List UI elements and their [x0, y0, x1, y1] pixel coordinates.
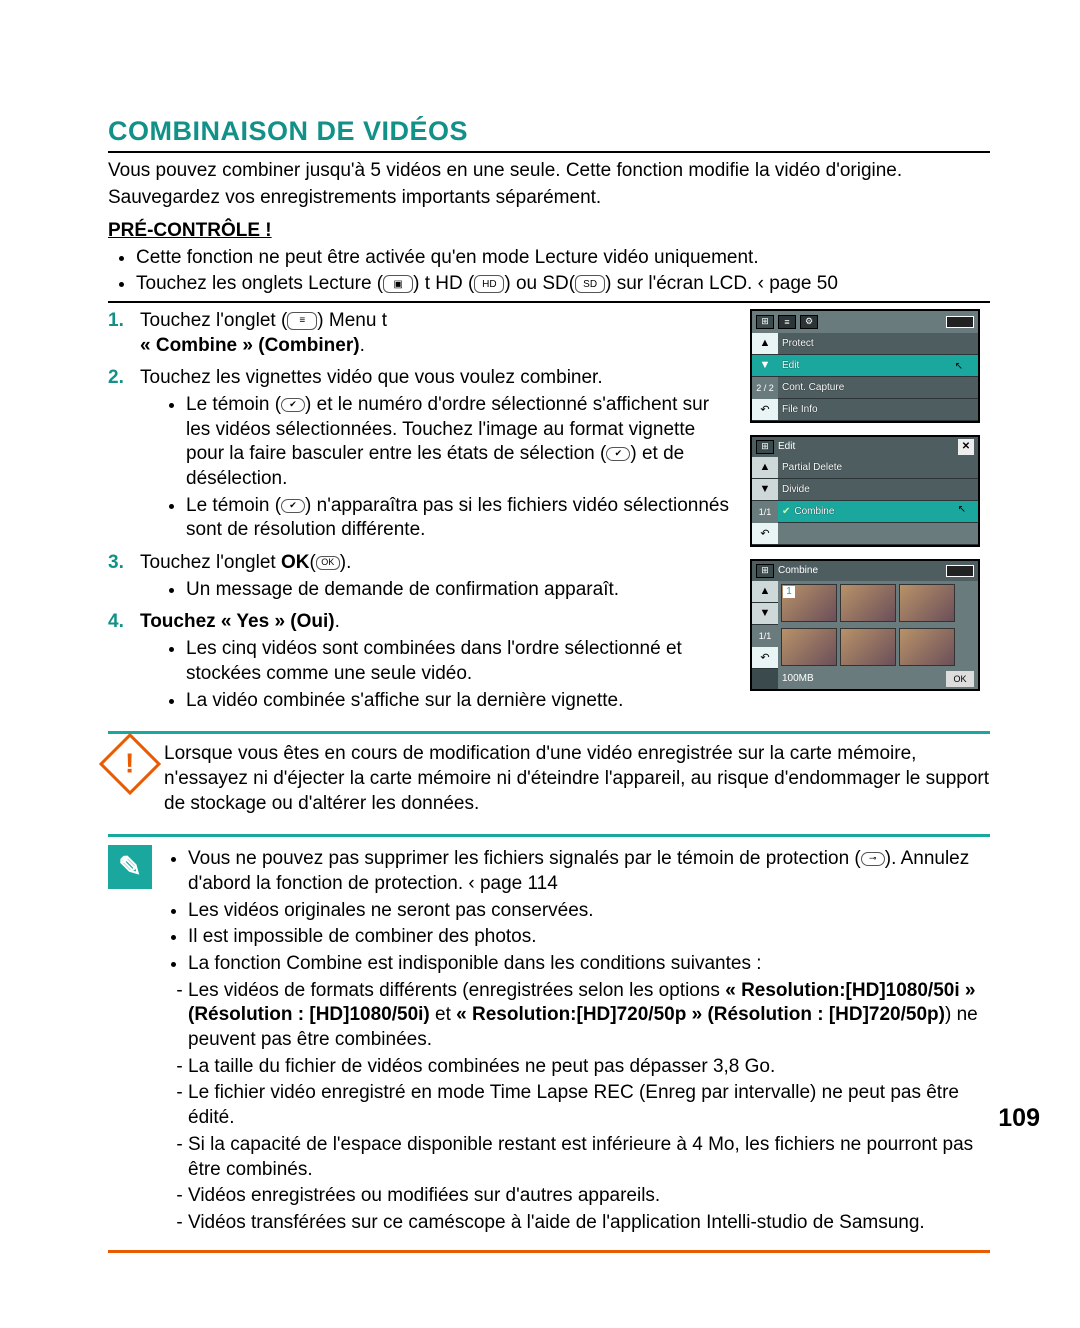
menu-item-divide[interactable]: Divide — [778, 479, 978, 501]
info-subitem: Le fichier vidéo enregistré en mode Time… — [188, 1081, 990, 1130]
battery-icon — [946, 565, 974, 577]
up-button[interactable]: ▲ — [752, 333, 778, 355]
info-icon: ✎ — [108, 845, 152, 889]
key-icon: ⊸ — [861, 852, 885, 866]
pointer-hand-icon: ↖ — [958, 504, 966, 515]
info-list: Vous ne pouvez pas supprimer les fichier… — [164, 845, 990, 1237]
check-icon: ✔ — [606, 447, 630, 461]
precheck-item: Cette fonction ne peut être activée qu'e… — [136, 246, 990, 271]
video-thumb[interactable] — [840, 584, 896, 622]
up-button[interactable]: ▲ — [752, 457, 778, 479]
gear-icon: ⚙ — [800, 315, 818, 329]
sd-icon: SD — [575, 275, 605, 293]
step4-dot: La vidéo combinée s'affiche sur la derni… — [186, 689, 738, 714]
step2-dot: Le témoin (✔) n'apparaîtra pas si les fi… — [186, 494, 738, 543]
back-button[interactable]: ↶ — [752, 523, 778, 545]
step2-dot: Le témoin (✔) et le numéro d'ordre sélec… — [186, 393, 738, 492]
step-4: Touchez « Yes » (Oui). Les cinq vidéos s… — [108, 610, 738, 713]
storage-label: 100MB — [782, 673, 814, 684]
down-button[interactable]: ▼ — [752, 355, 778, 377]
mode-icon: ⊞ — [756, 564, 774, 578]
info-item: Les vidéos originales ne seront pas cons… — [188, 899, 990, 924]
play-tab-icon: ▣ — [383, 275, 413, 293]
up-button[interactable]: ▲ — [752, 581, 778, 603]
video-thumb[interactable] — [899, 628, 955, 666]
check-icon: ✔ — [281, 398, 305, 412]
step-3: Touchez l'onglet OK(OK). Un message de d… — [108, 551, 738, 602]
video-thumb[interactable] — [899, 584, 955, 622]
info-subitem: Vidéos enregistrées ou modifiées sur d'a… — [188, 1184, 990, 1209]
menu-item-protect[interactable]: Protect — [778, 333, 978, 355]
info-item: Il est impossible de combiner des photos… — [188, 925, 990, 950]
step-1: Touchez l'onglet (≡) Menu t « Combine » … — [108, 309, 738, 358]
lcd-screenshot-edit: ⊞ Edit ✕ ▲ ▼ 1/1 ↶ Partial Delete Divide… — [750, 435, 980, 547]
down-button[interactable]: ▼ — [752, 603, 778, 625]
video-thumb[interactable]: 1 — [781, 584, 837, 622]
down-button[interactable]: ▼ — [752, 479, 778, 501]
close-button[interactable]: ✕ — [958, 439, 974, 455]
menu-item-combine[interactable]: ✔ Combine — [778, 501, 978, 523]
precheck-heading: PRÉ-CONTRÔLE ! — [108, 220, 990, 242]
back-button[interactable]: ↶ — [752, 399, 778, 421]
steps-list: Touchez l'onglet (≡) Menu t « Combine » … — [108, 309, 738, 713]
menu-item-file-info[interactable]: File Info — [778, 399, 978, 421]
ok-button[interactable]: OK — [946, 671, 974, 687]
menu-item-cont-capture[interactable]: Cont. Capture — [778, 377, 978, 399]
step4-dot: Les cinq vidéos sont combinées dans l'or… — [186, 637, 738, 686]
warning-icon: ! — [99, 733, 161, 795]
info-item: La fonction Combine est indisponible dan… — [188, 952, 990, 977]
precheck-list: Cette fonction ne peut être activée qu'e… — [108, 246, 990, 297]
pointer-hand-icon: ↖ — [955, 361, 963, 372]
info-subitem: La taille du fichier de vidéos combinées… — [188, 1055, 990, 1080]
ok-icon: OK — [316, 556, 340, 570]
precheck-item: Touchez les onglets Lecture (▣) t HD (HD… — [136, 272, 990, 297]
warning-text: Lorsque vous êtes en cours de modificati… — [164, 742, 990, 816]
info-subitem: Vidéos transférées sur ce caméscope à l'… — [188, 1211, 990, 1236]
page-title: COMBINAISON DE VIDÉOS — [108, 116, 990, 153]
menu-tab-icon: ≡ — [287, 312, 317, 330]
check-icon: ✔ — [281, 499, 305, 513]
video-thumb[interactable] — [781, 628, 837, 666]
intro-line-1: Vous pouvez combiner jusqu'à 5 vidéos en… — [108, 159, 990, 183]
info-subitem: Les vidéos de formats différents (enregi… — [188, 979, 990, 1053]
video-thumb[interactable] — [840, 628, 896, 666]
page-indicator: 1/1 — [752, 501, 778, 523]
info-subitem: Si la capacité de l'espace disponible re… — [188, 1133, 990, 1182]
info-item: Vous ne pouvez pas supprimer les fichier… — [188, 847, 990, 896]
intro-line-2: Sauvegardez vos enregistrements importan… — [108, 186, 990, 210]
step3-dot: Un message de demande de confirmation ap… — [186, 578, 738, 603]
battery-icon — [946, 316, 974, 328]
menu-item-partial-delete[interactable]: Partial Delete — [778, 457, 978, 479]
lcd-screenshot-combine: ⊞ Combine ▲ ▼ 1/1 ↶ 1 — [750, 559, 980, 691]
page-indicator: 2 / 2 — [752, 377, 778, 399]
back-button[interactable]: ↶ — [752, 647, 778, 669]
mode-icon: ⊞ — [756, 440, 774, 454]
step-2: Touchez les vignettes vidéo que vous vou… — [108, 366, 738, 543]
page-number: 109 — [998, 1104, 1040, 1133]
lcd-screenshot-menu: ⊞ ≡ ⚙ ▲ ▼ 2 / 2 ↶ Protect Edit Con — [750, 309, 980, 423]
menu-item-edit[interactable]: Edit — [778, 355, 978, 377]
list-icon: ≡ — [778, 315, 796, 329]
mode-icon: ⊞ — [756, 315, 774, 329]
page-indicator: 1/1 — [752, 625, 778, 647]
hd-icon: HD — [474, 275, 504, 293]
edit-title: Edit — [778, 441, 795, 452]
step1-combine: « Combine » (Combiner) — [140, 335, 360, 356]
combine-title: Combine — [778, 565, 818, 576]
